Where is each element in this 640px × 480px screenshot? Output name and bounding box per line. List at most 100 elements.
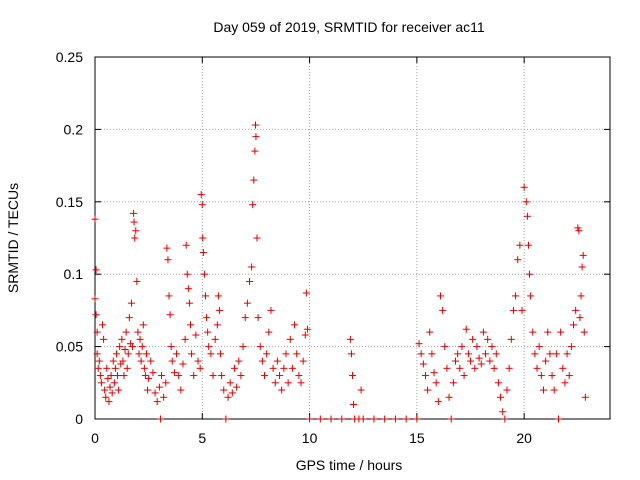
data-point [523, 212, 531, 220]
data-point [580, 328, 588, 336]
data-point [93, 328, 101, 336]
data-point [359, 415, 367, 423]
data-point [477, 360, 485, 368]
data-point [475, 354, 483, 362]
data-point [449, 379, 457, 387]
y-tick-label: 0.25 [56, 49, 83, 65]
data-point [93, 350, 101, 358]
data-point [576, 314, 584, 322]
x-tick-label: 10 [302, 430, 318, 446]
data-point [106, 383, 114, 391]
data-point [91, 215, 99, 223]
data-point [166, 311, 174, 319]
data-point [167, 343, 175, 351]
data-point [426, 328, 434, 336]
y-tick-label: 0.2 [64, 121, 84, 137]
data-point [570, 321, 578, 329]
data-point [256, 343, 264, 351]
data-point [215, 306, 223, 314]
data-point [546, 350, 554, 358]
data-point [145, 374, 153, 382]
data-point [200, 270, 208, 278]
data-point [306, 415, 314, 423]
data-point [135, 350, 143, 358]
data-point [526, 270, 534, 278]
data-point [125, 314, 133, 322]
data-point [249, 201, 257, 209]
data-point [184, 285, 192, 293]
data-point [514, 256, 522, 264]
data-point [413, 415, 421, 423]
data-point [391, 415, 399, 423]
data-point [196, 364, 204, 372]
data-point [155, 383, 163, 391]
data-point [456, 364, 464, 372]
x-axis-title: GPS time / hours [296, 457, 403, 473]
data-point [441, 343, 449, 351]
data-point [492, 350, 500, 358]
data-point [165, 292, 173, 300]
data-point [109, 357, 117, 365]
data-point [116, 343, 124, 351]
data-point [462, 325, 470, 333]
y-tick-label: 0.05 [56, 339, 83, 355]
data-point [303, 325, 311, 333]
data-points [91, 121, 589, 423]
data-point [507, 335, 515, 343]
data-point [110, 379, 118, 387]
data-point [301, 331, 309, 339]
data-point [548, 372, 556, 380]
data-point [520, 183, 528, 191]
data-point [482, 350, 490, 358]
data-point [555, 415, 562, 423]
data-point [115, 386, 123, 394]
data-point [194, 357, 202, 365]
data-point [578, 263, 586, 271]
data-point [127, 299, 135, 307]
data-point [233, 383, 241, 391]
data-point [92, 266, 100, 274]
data-point [163, 244, 171, 252]
data-point [295, 372, 303, 380]
data-point [561, 379, 569, 387]
data-point [92, 311, 100, 319]
data-point [419, 360, 427, 368]
data-point [516, 241, 524, 249]
data-point [202, 292, 210, 300]
data-point [346, 335, 354, 343]
data-point [522, 198, 530, 206]
data-point [509, 306, 517, 314]
data-point [124, 350, 132, 358]
data-point [224, 393, 232, 401]
data-point [207, 350, 215, 358]
data-point [251, 147, 259, 155]
data-point [179, 360, 187, 368]
data-point [158, 372, 166, 380]
data-point [134, 328, 142, 336]
data-point [160, 393, 168, 401]
data-point [112, 350, 120, 358]
data-point [484, 335, 492, 343]
data-point [271, 379, 279, 387]
data-point [458, 343, 466, 351]
data-point [527, 292, 535, 300]
data-point [579, 251, 587, 259]
data-point [211, 335, 219, 343]
data-point [104, 374, 112, 382]
data-point [197, 191, 205, 199]
data-point [291, 321, 299, 329]
data-point [181, 335, 189, 343]
data-point [565, 372, 573, 380]
data-point [252, 121, 260, 129]
data-point [192, 331, 200, 339]
data-point [121, 345, 129, 353]
data-point [162, 379, 170, 387]
data-point [185, 299, 193, 307]
data-point [105, 398, 113, 406]
data-point [246, 277, 253, 285]
data-point [577, 292, 585, 300]
data-point [338, 415, 346, 423]
data-point [156, 415, 164, 423]
data-point [253, 234, 261, 242]
data-point [175, 372, 183, 380]
